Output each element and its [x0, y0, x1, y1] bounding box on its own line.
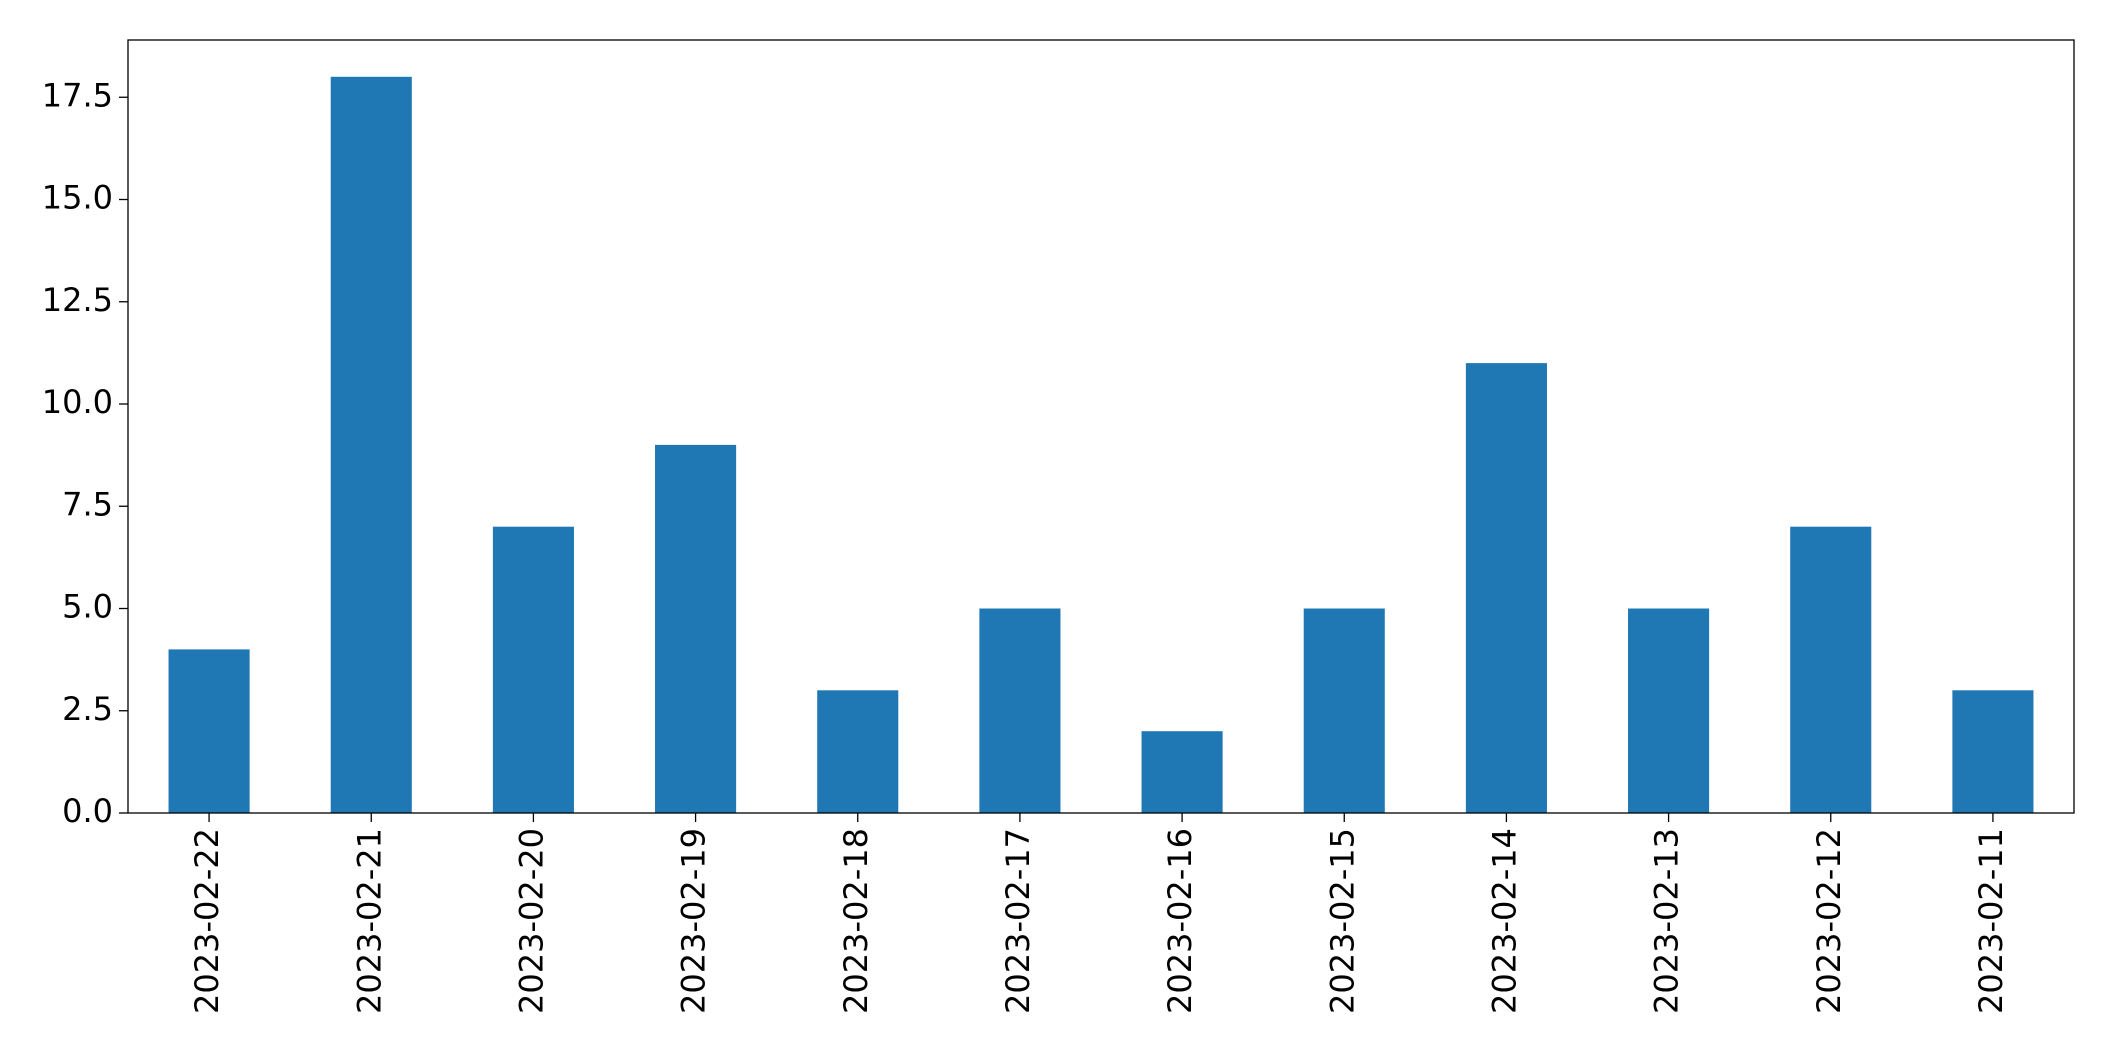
y-tick-label: 7.5	[62, 485, 113, 523]
bar	[1465, 363, 1547, 813]
bar	[817, 690, 899, 813]
x-tick-label: 2023-02-17	[999, 828, 1037, 1014]
bar	[1628, 608, 1710, 813]
x-tick-label: 2023-02-21	[350, 828, 388, 1014]
x-tick-label: 2023-02-16	[1161, 828, 1199, 1014]
bar	[1141, 731, 1223, 813]
bar	[492, 526, 574, 813]
x-tick-label: 2023-02-20	[512, 828, 550, 1014]
bar	[1952, 690, 2034, 813]
y-tick-label: 10.0	[42, 383, 113, 421]
x-tick-label: 2023-02-19	[675, 828, 713, 1014]
x-tick-label: 2023-02-18	[837, 828, 875, 1014]
bar	[330, 76, 412, 814]
bar	[979, 608, 1061, 813]
x-tick-label: 2023-02-12	[1810, 828, 1848, 1014]
y-tick-label: 2.5	[62, 690, 113, 728]
x-tick-label: 2023-02-22	[188, 828, 226, 1014]
y-tick-label: 5.0	[62, 588, 113, 626]
bar	[655, 444, 737, 813]
y-tick-label: 17.5	[42, 76, 113, 114]
bar	[168, 649, 250, 813]
x-tick-label: 2023-02-11	[1972, 828, 2010, 1014]
bar	[1303, 608, 1385, 813]
y-tick-label: 0.0	[62, 792, 113, 830]
bar	[1790, 526, 1872, 813]
y-tick-label: 15.0	[42, 179, 113, 217]
x-tick-label: 2023-02-14	[1485, 828, 1523, 1014]
x-tick-label: 2023-02-15	[1323, 828, 1361, 1014]
x-tick-label: 2023-02-13	[1648, 828, 1686, 1014]
y-tick-label: 12.5	[42, 281, 113, 319]
axes-frame	[127, 39, 2075, 814]
